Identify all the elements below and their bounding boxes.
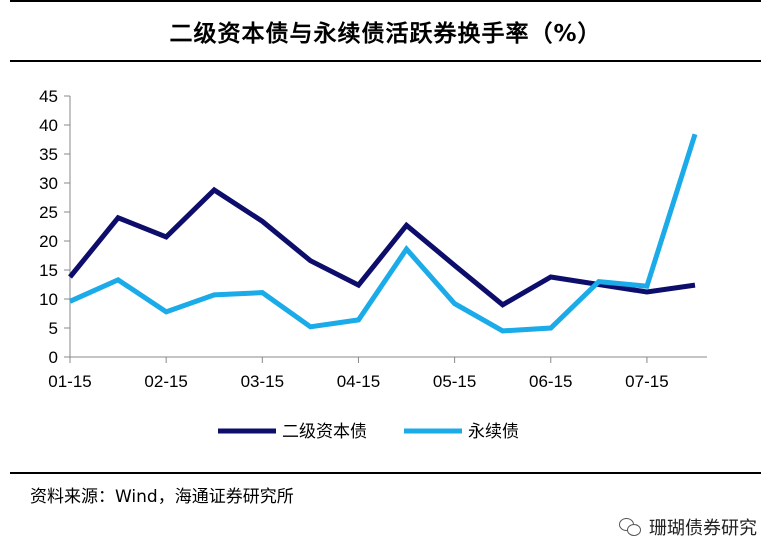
x-tick-label: 01-15 [48, 372, 91, 391]
bottom-rule [10, 472, 761, 474]
y-tick-label: 10 [39, 290, 58, 309]
chart-title: 二级资本债与永续债活跃券换手率（%） [169, 21, 602, 47]
series-line-2 [68, 133, 698, 334]
title-bar: 二级资本债与永续债活跃券换手率（%） [10, 0, 761, 62]
y-tick-label: 25 [39, 203, 58, 222]
chart-lines [68, 133, 698, 334]
series-line-1 [68, 186, 696, 308]
x-tick-label: 02-15 [144, 372, 187, 391]
x-tick-label: 03-15 [241, 372, 284, 391]
x-tick-label: 05-15 [433, 372, 476, 391]
y-tick-label: 0 [49, 348, 58, 367]
chart-legend: 二级资本债 永续债 [218, 422, 519, 442]
y-tick-label: 45 [39, 87, 58, 106]
x-tick-label: 04-15 [337, 372, 380, 391]
y-tick-label: 40 [39, 116, 58, 135]
wechat-icon [619, 518, 641, 536]
y-tick-label: 30 [39, 174, 58, 193]
source-note: 资料来源：Wind，海通证券研究所 [30, 487, 294, 507]
legend-label: 永续债 [468, 422, 519, 442]
legend-label: 二级资本债 [282, 422, 367, 442]
y-tick-label: 5 [49, 319, 58, 338]
watermark-text: 珊瑚债券研究 [649, 518, 757, 539]
watermark: 珊瑚债券研究 [619, 514, 757, 540]
chart-axes: 0 5 10 15 20 25 30 35 40 45 01-15 02-15 03-15 04-15 05… [39, 87, 707, 391]
x-tick-label: 07-15 [625, 372, 668, 391]
y-tick-label: 20 [39, 232, 58, 251]
x-tick-label: 06-15 [529, 372, 572, 391]
line-chart: 0 5 10 15 20 25 30 35 40 45 01-15 02-15 03-15 04-15 05… [39, 87, 707, 442]
y-tick-label: 15 [39, 261, 58, 280]
y-tick-label: 35 [39, 145, 58, 164]
